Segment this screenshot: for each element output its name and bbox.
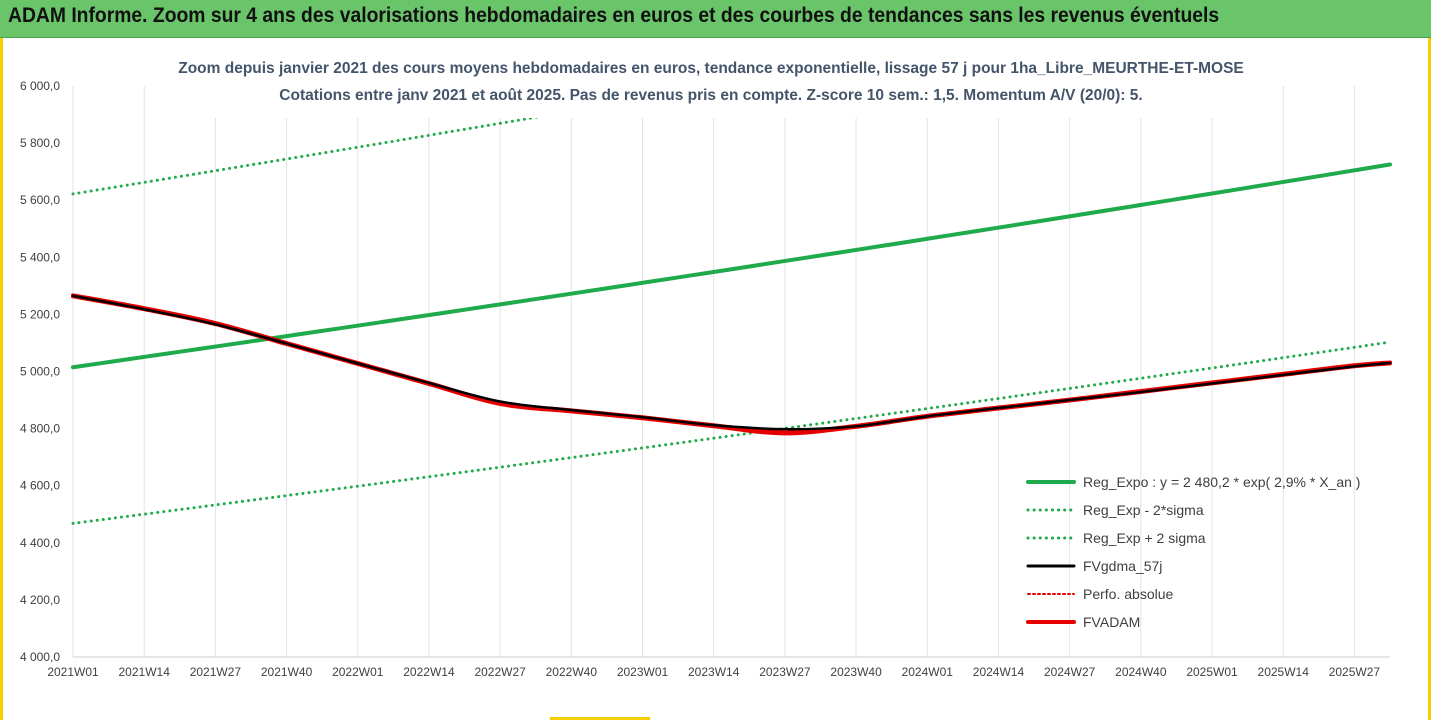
y-tick-label: 5 800,0	[20, 136, 60, 150]
x-tick-label: 2021W27	[190, 665, 242, 679]
y-tick-label: 5 400,0	[20, 250, 60, 264]
x-tick-label: 2021W40	[261, 665, 313, 679]
x-tick-label: 2024W27	[1044, 665, 1096, 679]
legend-label: Reg_Exp + 2 sigma	[1083, 530, 1206, 546]
title-background	[160, 56, 1260, 118]
header-bar: ADAM Informe. Zoom sur 4 ans des valoris…	[0, 0, 1431, 38]
frame-accent-right	[1428, 38, 1431, 720]
y-tick-label: 5 000,0	[20, 365, 60, 379]
x-tick-label: 2024W14	[973, 665, 1025, 679]
series-line-5	[71, 293, 1392, 436]
chart-area: Zoom depuis janvier 2021 des cours moyen…	[0, 38, 1431, 720]
y-tick-label: 4 000,0	[20, 650, 60, 664]
axis-layer: 2021W01 2021W14 2021W27 2021W40 2022W01 2022W…	[20, 79, 1390, 679]
y-tick-label: 4 800,0	[20, 422, 60, 436]
chart-title: Zoom depuis janvier 2021 des cours moyen…	[178, 60, 1244, 77]
series-line-3	[71, 294, 1392, 431]
y-tick-label: 4 200,0	[20, 593, 60, 607]
x-tick-label: 2022W14	[403, 665, 455, 679]
x-tick-label: 2023W01	[617, 665, 669, 679]
y-tick-label: 4 600,0	[20, 479, 60, 493]
legend-label: Perfo. absolue	[1083, 586, 1173, 602]
y-tick-label: 5 200,0	[20, 307, 60, 321]
x-tick-label: 2022W27	[474, 665, 526, 679]
x-tick-label: 2023W14	[688, 665, 740, 679]
x-tick-label: 2024W40	[1115, 665, 1167, 679]
y-tick-label: 6 000,0	[20, 79, 60, 93]
x-tick-label: 2023W40	[830, 665, 882, 679]
x-tick-label: 2021W14	[119, 665, 171, 679]
legend: Reg_Expo : y = 2 480,2 * exp( 2,9% * X_a…	[1026, 474, 1360, 630]
series-line-0	[71, 162, 1392, 370]
y-tick-label: 5 600,0	[20, 193, 60, 207]
x-tick-label: 2021W01	[47, 665, 99, 679]
series-layer	[71, 85, 1392, 525]
chart-subtitle: Cotations entre janv 2021 et août 2025. …	[279, 87, 1142, 104]
report-title: ADAM Informe. Zoom sur 4 ans des valoris…	[8, 4, 1220, 27]
line-chart: Zoom depuis janvier 2021 des cours moyen…	[20, 56, 1392, 679]
legend-label: Reg_Expo : y = 2 480,2 * exp( 2,9% * X_a…	[1083, 474, 1360, 490]
x-tick-label: 2025W14	[1258, 665, 1310, 679]
x-tick-label: 2025W01	[1186, 665, 1238, 679]
frame-accent-bottom	[550, 717, 650, 720]
x-tick-label: 2025W27	[1329, 665, 1381, 679]
legend-label: FVADAM	[1083, 614, 1140, 630]
legend-label: FVgdma_57j	[1083, 558, 1162, 574]
series-line-4	[72, 294, 1391, 434]
series-line-1	[71, 340, 1392, 525]
legend-label: Reg_Exp - 2*sigma	[1083, 502, 1204, 518]
x-tick-label: 2022W01	[332, 665, 384, 679]
x-tick-label: 2022W40	[546, 665, 598, 679]
x-tick-label: 2024W01	[902, 665, 954, 679]
x-tick-label: 2023W27	[759, 665, 811, 679]
y-tick-label: 4 400,0	[20, 536, 60, 550]
grid-layer	[72, 86, 1355, 657]
frame-accent-left	[0, 38, 3, 720]
